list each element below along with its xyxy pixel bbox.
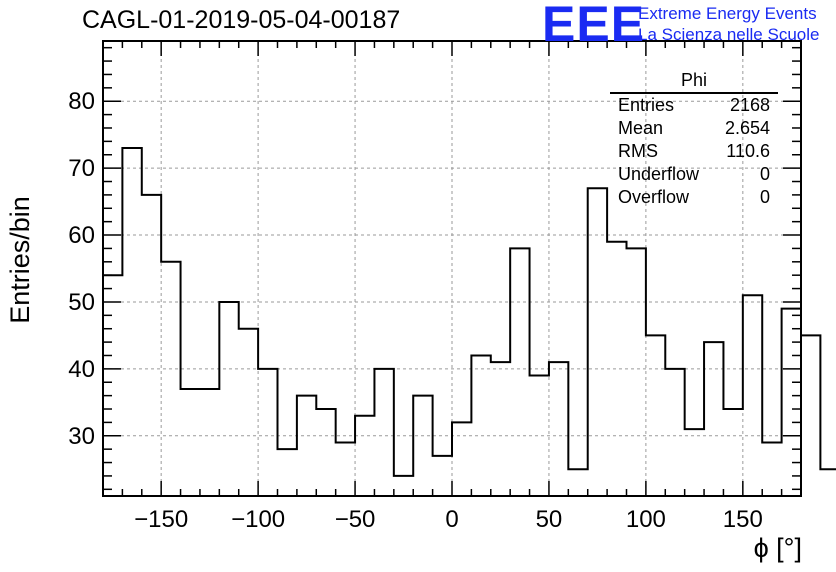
stats-box: Phi Entries 2168 Mean 2.654 RMS 110.6 Under… xyxy=(610,70,778,209)
histogram-outline xyxy=(103,147,836,477)
y-tick-label: 80 xyxy=(68,88,95,115)
eee-logo: EEE xyxy=(542,0,646,52)
logo-tagline-2: La Scienza nelle Scuole xyxy=(638,25,820,44)
stats-row-mean: Mean 2.654 xyxy=(618,118,770,138)
axis-ticks xyxy=(102,41,802,496)
x-tick-label: −100 xyxy=(231,506,285,533)
plot-frame xyxy=(102,40,802,497)
y-tick-label: 70 xyxy=(68,155,95,182)
y-tick-label: 60 xyxy=(68,222,95,249)
tick-labels: −150 −100 −50 0 50 100 150 30 40 50 60 70 80 xyxy=(68,88,763,533)
x-tick-label: −50 xyxy=(335,506,376,533)
stats-row-rms: RMS 110.6 xyxy=(618,141,770,161)
x-tick-label: 50 xyxy=(536,506,563,533)
stats-row-underflow: Underflow 0 xyxy=(618,164,770,184)
x-axis-label: ϕ [°] xyxy=(753,533,802,563)
x-tick-label: 100 xyxy=(626,506,666,533)
stats-title: Phi xyxy=(610,70,778,94)
chart-title: CAGL-01-2019-05-04-00187 xyxy=(82,6,401,34)
x-tick-label: 0 xyxy=(445,506,458,533)
stats-row-entries: Entries 2168 xyxy=(618,95,770,115)
y-tick-label: 30 xyxy=(68,423,95,450)
y-tick-label: 40 xyxy=(68,356,95,383)
y-tick-label: 50 xyxy=(68,289,95,316)
logo-tagline-1: Extreme Energy Events xyxy=(638,4,817,23)
x-tick-label: −150 xyxy=(134,506,188,533)
stats-row-overflow: Overflow 0 xyxy=(618,187,770,207)
x-tick-label: 150 xyxy=(723,506,763,533)
